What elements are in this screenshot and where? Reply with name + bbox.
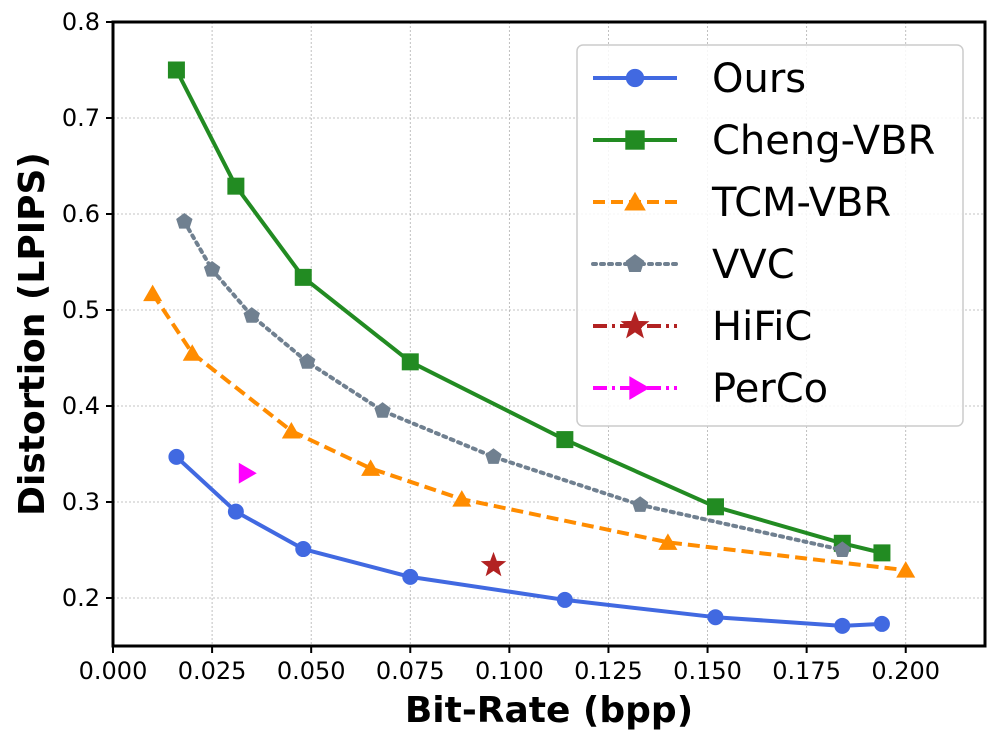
- series-line: [175, 455, 883, 628]
- legend-label: TCM-VBR: [711, 180, 891, 226]
- legend-label: Ours: [712, 56, 806, 102]
- data-point: [658, 533, 678, 550]
- y-axis-title: Distortion (LPIPS): [12, 152, 53, 516]
- legend-item-ours: Ours: [593, 56, 806, 102]
- y-tick-label: 0.5: [62, 296, 100, 324]
- legend-label: PerCo: [712, 366, 828, 412]
- data-point: [176, 213, 193, 229]
- x-tick-label: 0.025: [178, 657, 247, 685]
- data-point: [238, 462, 257, 484]
- data-point: [873, 615, 890, 632]
- legend-item-perco: PerCo: [593, 366, 828, 412]
- y-tick-label: 0.3: [62, 488, 100, 516]
- data-point: [631, 496, 649, 512]
- data-point: [299, 353, 316, 369]
- x-tick-label: 0.050: [277, 657, 346, 685]
- legend: Ours Cheng-VBR TCM-VBR VVC HiFiC PerCo: [576, 44, 964, 427]
- data-point: [401, 353, 419, 371]
- legend-label: Cheng-VBR: [712, 118, 935, 164]
- legend-marker: [620, 310, 650, 339]
- plot-frame: [111, 20, 987, 648]
- data-point: [485, 448, 502, 464]
- legend-marker: [625, 254, 645, 272]
- legend-label: HiFiC: [712, 304, 812, 350]
- data-point: [873, 544, 891, 562]
- data-point: [402, 568, 419, 585]
- series-vvc: [176, 213, 851, 557]
- series-tcm-vbr: [143, 284, 916, 578]
- series-line: [174, 69, 883, 555]
- data-point: [227, 503, 244, 520]
- y-tick-label: 0.2: [62, 584, 100, 612]
- data-point: [480, 551, 507, 577]
- x-tick-label: 0.150: [673, 657, 742, 685]
- x-tick-label: 0.075: [376, 657, 445, 685]
- series-hific: [480, 551, 507, 577]
- x-axis-title: Bit-Rate (bpp): [405, 690, 693, 731]
- data-point: [834, 617, 851, 634]
- data-point: [452, 490, 472, 507]
- data-point: [182, 344, 202, 361]
- x-tick-label: 0.175: [772, 657, 841, 685]
- x-tick-label: 0.125: [574, 657, 643, 685]
- data-point: [706, 498, 724, 516]
- legend-label: VVC: [712, 242, 795, 288]
- data-point: [707, 609, 724, 626]
- data-point: [243, 307, 260, 323]
- x-tick-label: 0.100: [475, 657, 544, 685]
- data-point: [896, 561, 916, 578]
- data-point: [227, 177, 245, 195]
- x-axis: 0.000 0.025 0.050 0.075 0.100 0.125 0.150 0.175…: [79, 646, 940, 685]
- y-tick-label: 0.6: [62, 200, 100, 228]
- data-point: [295, 541, 312, 558]
- series-cheng-vbr: [167, 61, 891, 562]
- x-tick-label: 0.000: [79, 657, 148, 685]
- data-point: [281, 421, 301, 439]
- data-point: [374, 402, 391, 418]
- y-tick-label: 0.4: [62, 392, 100, 420]
- data-point: [834, 541, 851, 557]
- series-perco: [238, 462, 257, 484]
- data-point: [556, 431, 574, 449]
- legend-item-hific: HiFiC: [593, 304, 812, 350]
- y-tick-label: 0.8: [62, 8, 100, 36]
- data-point: [294, 268, 312, 286]
- legend-item-cheng-vbr: Cheng-VBR: [593, 118, 935, 164]
- series-line: [182, 219, 845, 552]
- x-tick-label: 0.200: [871, 657, 940, 685]
- data-point: [361, 459, 381, 476]
- legend-marker: [624, 191, 646, 211]
- legend-marker: [625, 130, 645, 150]
- data-point: [143, 284, 163, 302]
- data-point: [556, 591, 573, 608]
- legend-item-vvc: VVC: [591, 242, 795, 288]
- legend-marker: [629, 376, 650, 400]
- data-point: [168, 448, 185, 465]
- legend-item-tcm-vbr: TCM-VBR: [593, 180, 891, 226]
- data-point: [167, 61, 185, 79]
- series-layer: [143, 61, 916, 634]
- y-axis: 0.2 0.3 0.4 0.5 0.6 0.7 0.8: [62, 8, 113, 612]
- legend-marker: [625, 68, 645, 88]
- y-tick-label: 0.7: [62, 104, 100, 132]
- series-ours: [168, 448, 890, 634]
- data-point: [203, 261, 221, 277]
